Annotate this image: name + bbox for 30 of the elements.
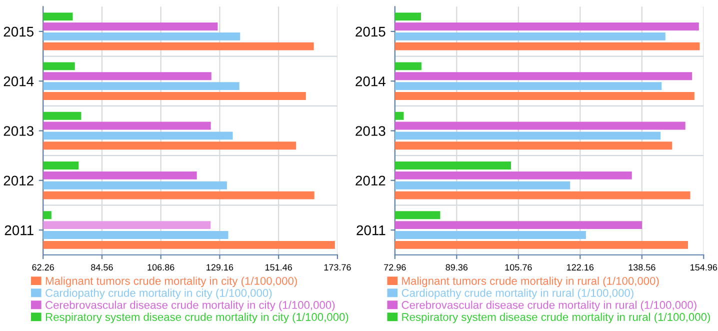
x-tick-label: 129.16 [206,264,234,271]
x-tick-label: 173.76 [324,264,351,271]
y-tick-label: 2015 [356,26,386,37]
x-tick-label: 89.36 [446,264,468,271]
x-tick-label: 72.96 [384,264,406,271]
y-tick-label: 2011 [356,225,386,236]
y-tick-label: 2014 [4,76,34,86]
y-tick-label: 2013 [4,126,34,136]
legend-label: Cardiopathy crude mortality in city (1/100,000) [46,288,272,300]
legend-label: Malignant tumors crude mortality in city (1/100,000) [46,276,297,288]
y-tick-label: 2013 [356,126,386,136]
legend-label: Respiratory system disease crude mortality in rural (1/100,000) [402,312,710,324]
x-tick-label: 154.96 [690,264,718,271]
y-tick-label: 2014 [356,76,386,86]
legend-label: Cardiopathy crude mortality in rural (1/100,000) [402,288,634,300]
x-tick-label: 84.56 [91,264,113,271]
y-tick-label: 2012 [356,176,386,186]
x-tick-label: 106.86 [148,264,174,271]
x-tick-label: 105.76 [505,264,532,271]
x-tick-label: 151.46 [265,264,292,271]
x-tick-label: 122.16 [567,264,594,271]
legend-label: Respiratory system disease crude mortality in city (1/100,000) [46,312,348,324]
y-tick-label: 2015 [4,26,34,37]
y-tick-label: 2011 [4,225,34,236]
legend-label: Cerebrovascular disease crude mortality in city (1/100,000) [46,300,335,312]
legend-label: Malignant tumors crude mortality in rural (1/100,000) [402,276,659,288]
legend-label: Cerebrovascular disease crude mortality in rural (1/100,000) [402,300,696,312]
x-tick-label: 62.26 [32,264,54,271]
x-tick-label: 138.56 [628,264,656,271]
y-tick-label: 2012 [4,176,34,186]
